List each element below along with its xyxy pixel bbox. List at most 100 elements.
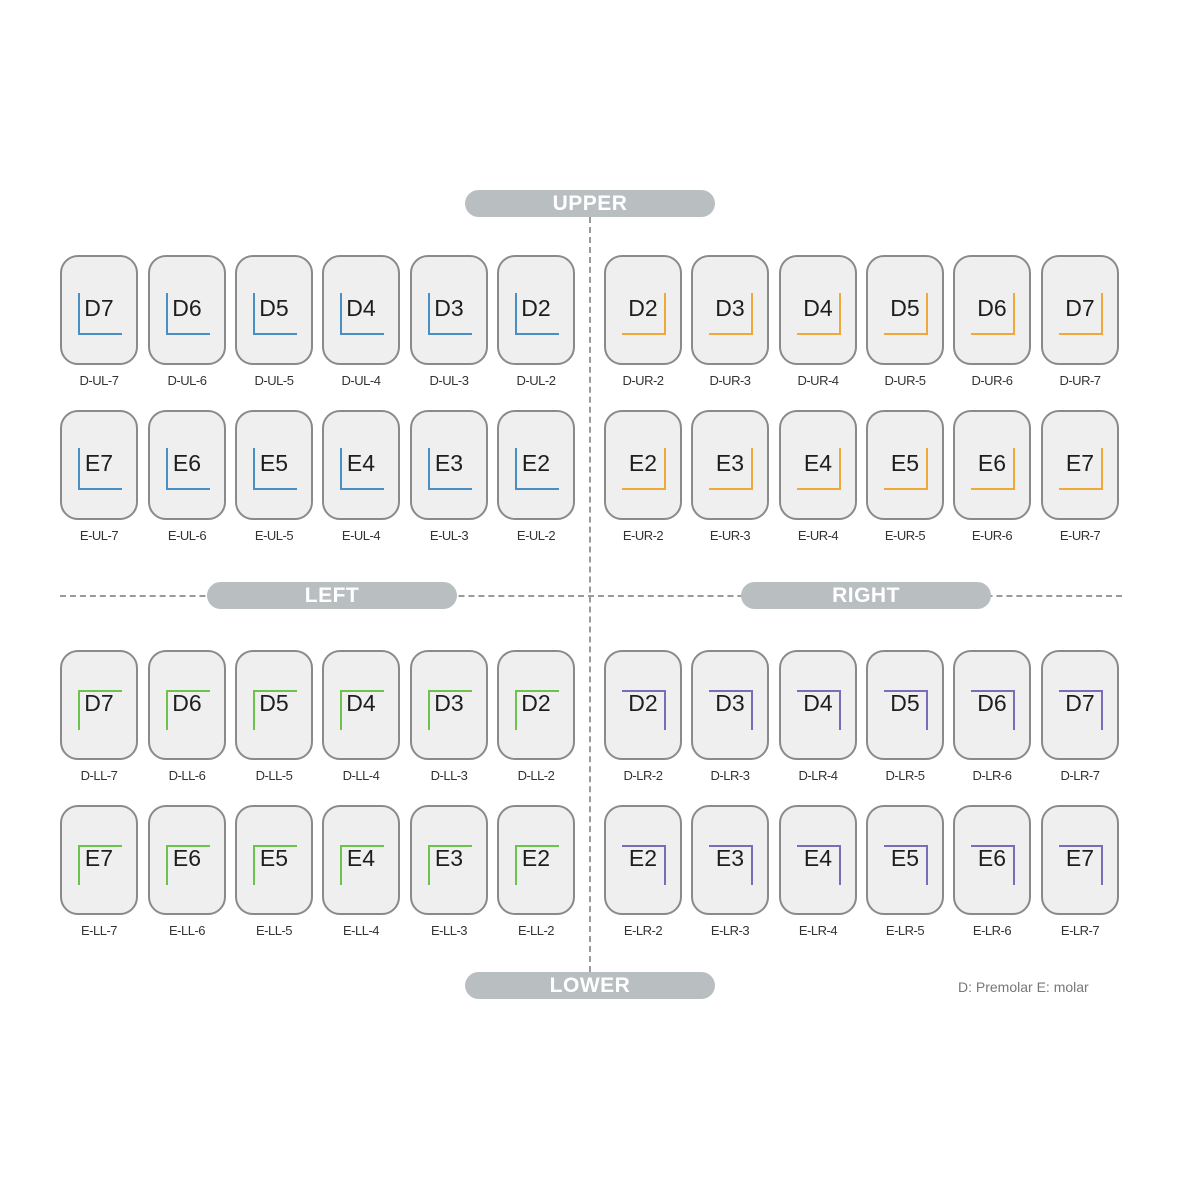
tooth-tile-e-ur-6: E6 xyxy=(953,410,1031,520)
bracket-icon xyxy=(622,448,666,490)
tooth-code: D7 xyxy=(1065,690,1095,716)
tooth-tile-d-ur-4: D4 xyxy=(779,255,857,365)
tooth-tile-e-ur-3: E3 xyxy=(691,410,769,520)
tooth-caption: D-LR-2 xyxy=(623,768,663,783)
tooth-tile-d-ur-6: D6 xyxy=(953,255,1031,365)
bracket-icon xyxy=(971,448,1015,490)
tooth-tile-e-ul-7: E7 xyxy=(60,410,138,520)
vertical-divider xyxy=(589,217,591,972)
bracket-icon xyxy=(515,293,559,335)
right-label: RIGHT xyxy=(741,582,991,609)
bracket-icon xyxy=(884,448,928,490)
tooth-code: D2 xyxy=(521,690,551,716)
tooth-code: E7 xyxy=(84,450,114,476)
bracket-icon xyxy=(971,690,1015,730)
tooth-code: E4 xyxy=(803,450,833,476)
tooth-code: E2 xyxy=(521,845,551,871)
tooth-caption: E-UR-3 xyxy=(709,528,751,543)
tooth-caption: E-LR-2 xyxy=(623,923,663,938)
tooth-tile-d-lr-4: D4 xyxy=(779,650,857,760)
tooth-code: D5 xyxy=(259,690,289,716)
tooth-code: D6 xyxy=(977,295,1007,321)
bracket-icon xyxy=(971,845,1015,885)
bracket-icon xyxy=(428,293,472,335)
bracket-icon xyxy=(709,293,753,335)
bracket-icon xyxy=(971,293,1015,335)
tooth-tile-d-ul-6: D6 xyxy=(148,255,226,365)
bracket-icon xyxy=(166,845,210,885)
horizontal-divider xyxy=(60,595,1122,597)
tooth-tile-d-ll-6: D6 xyxy=(148,650,226,760)
tooth-caption: E-LL-6 xyxy=(168,923,206,938)
tooth-code: D4 xyxy=(346,295,376,321)
tooth-tile-e-lr-2: E2 xyxy=(604,805,682,915)
tooth-caption: D-UR-4 xyxy=(797,373,839,388)
tooth-tile-e-ll-5: E5 xyxy=(235,805,313,915)
tooth-tile-e-lr-6: E6 xyxy=(953,805,1031,915)
tooth-caption: E-LL-7 xyxy=(80,923,118,938)
tooth-caption: D-UR-6 xyxy=(971,373,1013,388)
bracket-icon xyxy=(78,448,122,490)
tooth-caption: E-UL-2 xyxy=(516,528,556,543)
tooth-code: D4 xyxy=(803,690,833,716)
tooth-caption: D-LL-4 xyxy=(342,768,380,783)
tooth-code: D3 xyxy=(434,295,464,321)
bracket-icon xyxy=(797,845,841,885)
bracket-icon xyxy=(622,845,666,885)
tooth-code: E7 xyxy=(1065,845,1095,871)
bracket-icon xyxy=(253,690,297,730)
tooth-tile-d-ur-2: D2 xyxy=(604,255,682,365)
bracket-icon xyxy=(515,448,559,490)
tooth-code: D7 xyxy=(1065,295,1095,321)
tooth-tile-e-ul-5: E5 xyxy=(235,410,313,520)
tooth-caption: E-LR-5 xyxy=(885,923,925,938)
tooth-tile-e-ll-2: E2 xyxy=(497,805,575,915)
bracket-icon xyxy=(1059,690,1103,730)
left-label: LEFT xyxy=(207,582,457,609)
tooth-code: E5 xyxy=(259,845,289,871)
bracket-icon xyxy=(797,448,841,490)
tooth-tile-d-ll-2: D2 xyxy=(497,650,575,760)
tooth-caption: D-UL-3 xyxy=(429,373,469,388)
tooth-code: E5 xyxy=(890,845,920,871)
tooth-caption: D-LL-7 xyxy=(80,768,118,783)
tooth-tile-d-lr-3: D3 xyxy=(691,650,769,760)
tooth-tile-d-ll-5: D5 xyxy=(235,650,313,760)
tooth-caption: E-UR-4 xyxy=(797,528,839,543)
tooth-tile-d-ll-3: D3 xyxy=(410,650,488,760)
tooth-caption: E-UR-5 xyxy=(884,528,926,543)
tooth-tile-d-lr-5: D5 xyxy=(866,650,944,760)
tooth-caption: D-LL-2 xyxy=(517,768,555,783)
tooth-code: E4 xyxy=(346,845,376,871)
tooth-caption: D-UR-7 xyxy=(1059,373,1101,388)
tooth-code: E2 xyxy=(628,450,658,476)
tooth-caption: D-UR-5 xyxy=(884,373,926,388)
tooth-code: E6 xyxy=(172,845,202,871)
tooth-code: E5 xyxy=(259,450,289,476)
tooth-tile-e-ll-7: E7 xyxy=(60,805,138,915)
tooth-code: E3 xyxy=(434,845,464,871)
tooth-code: E7 xyxy=(84,845,114,871)
tooth-caption: E-UL-3 xyxy=(429,528,469,543)
tooth-code: D5 xyxy=(890,690,920,716)
bracket-icon xyxy=(709,845,753,885)
bracket-icon xyxy=(622,690,666,730)
tooth-code: E2 xyxy=(628,845,658,871)
tooth-caption: D-UL-4 xyxy=(341,373,381,388)
tooth-tile-d-ul-2: D2 xyxy=(497,255,575,365)
tooth-caption: D-UL-7 xyxy=(79,373,119,388)
tooth-tile-d-ul-7: D7 xyxy=(60,255,138,365)
tooth-code: D2 xyxy=(628,690,658,716)
tooth-tile-d-ll-7: D7 xyxy=(60,650,138,760)
tooth-caption: D-UR-3 xyxy=(709,373,751,388)
tooth-caption: D-UL-2 xyxy=(516,373,556,388)
tooth-code: E4 xyxy=(803,845,833,871)
bracket-icon xyxy=(253,448,297,490)
tooth-caption: E-LR-4 xyxy=(798,923,838,938)
tooth-caption: E-LL-4 xyxy=(342,923,380,938)
bracket-icon xyxy=(1059,845,1103,885)
tooth-code: E6 xyxy=(977,450,1007,476)
bracket-icon xyxy=(166,690,210,730)
lower-label: LOWER xyxy=(465,972,715,999)
tooth-tile-d-ul-3: D3 xyxy=(410,255,488,365)
